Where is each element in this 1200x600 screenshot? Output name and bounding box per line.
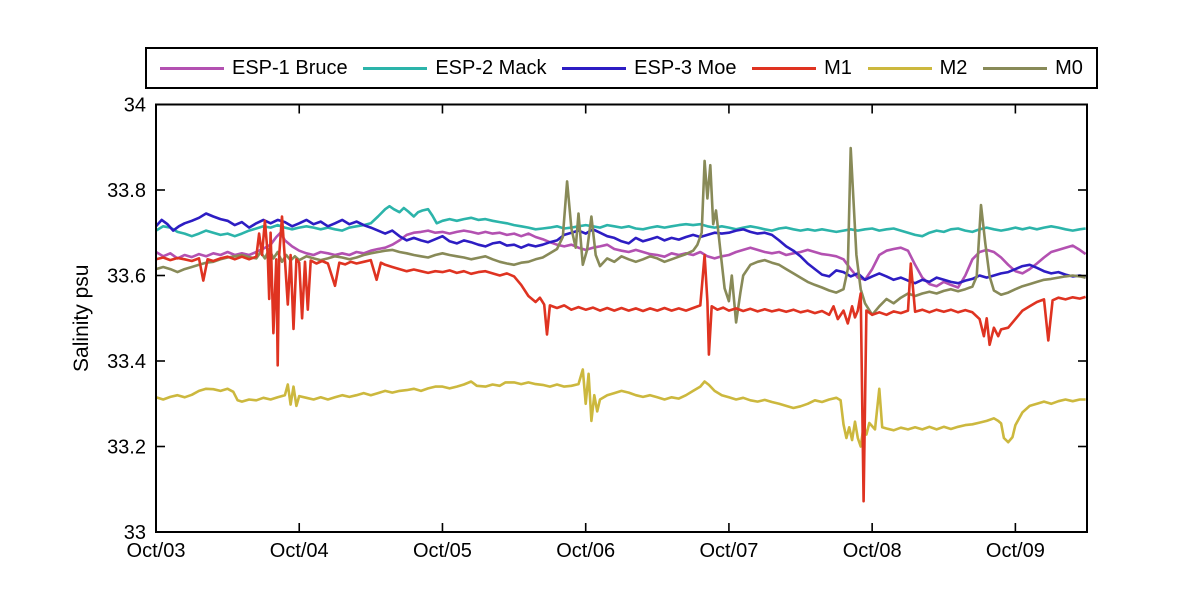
legend-item-esp-3-moe: ESP-3 Moe xyxy=(562,58,736,78)
legend-line-swatch-esp-3-moe xyxy=(562,66,627,70)
y-tick-label: 34 xyxy=(124,95,146,117)
y-axis-title: Salinity psu xyxy=(70,265,93,372)
x-tick-label: Oct/05 xyxy=(413,540,472,562)
x-tick-label: Oct/06 xyxy=(556,540,615,562)
legend-label-esp-1-bruce: ESP-1 Bruce xyxy=(232,57,348,79)
y-tick-label: 33.8 xyxy=(107,180,146,202)
legend-line-swatch-m0 xyxy=(983,66,1048,70)
y-tick-label: 33.6 xyxy=(107,266,146,288)
legend-line-swatch-m1 xyxy=(752,66,817,70)
x-tick-label: Oct/04 xyxy=(270,540,329,562)
legend-label-esp-3-moe: ESP-3 Moe xyxy=(634,57,737,79)
legend-label-m0: M0 xyxy=(1055,57,1083,79)
plot-frame xyxy=(155,103,1088,533)
series-line-m0 xyxy=(155,146,1086,324)
legend-item-m1: M1 xyxy=(752,58,852,78)
legend: ESP-1 Bruce ESP-2 Mack ESP-3 Moe M1 M2 M0 xyxy=(145,47,1098,89)
series-line-esp-2-mack xyxy=(155,204,1086,238)
y-tick-label: 33.4 xyxy=(107,351,146,373)
legend-line-swatch-esp-1-bruce xyxy=(160,66,224,70)
series-line-esp-3-moe xyxy=(155,212,1087,285)
y-tick-label: 33 xyxy=(124,522,146,544)
series-line-esp-1-bruce xyxy=(155,229,1087,289)
legend-line-swatch-esp-2-mack xyxy=(363,66,428,70)
x-tick-label: Oct/08 xyxy=(843,540,902,562)
legend-label-esp-2-mack: ESP-2 Mack xyxy=(435,57,547,79)
series-line-m2 xyxy=(155,368,1086,448)
legend-item-esp-2-mack: ESP-2 Mack xyxy=(363,58,546,78)
legend-label-m2: M2 xyxy=(939,57,968,79)
y-tick-label: 33.2 xyxy=(107,437,146,459)
legend-item-m0: M0 xyxy=(983,58,1083,78)
x-tick-label: Oct/07 xyxy=(699,540,758,562)
legend-line-swatch-m2 xyxy=(867,66,932,70)
x-tick-label: Oct/03 xyxy=(127,540,186,562)
legend-item-esp-1-bruce: ESP-1 Bruce xyxy=(160,58,348,78)
legend-label-m1: M1 xyxy=(824,57,852,79)
series-line-m1 xyxy=(155,215,1086,503)
legend-item-m2: M2 xyxy=(867,57,968,79)
x-tick-label: Oct/09 xyxy=(986,540,1045,562)
